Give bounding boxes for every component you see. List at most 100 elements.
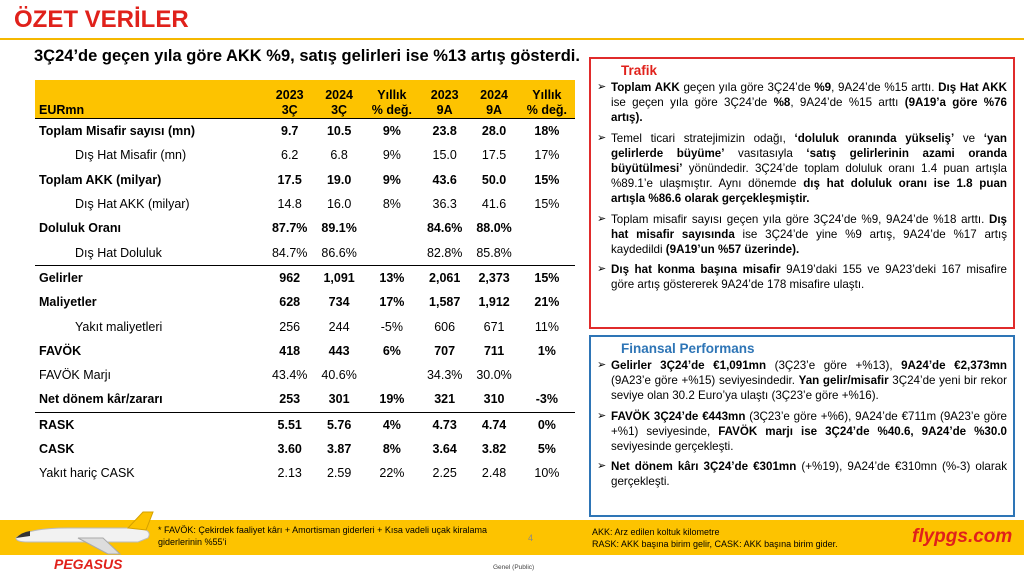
- cell: 2,061: [429, 270, 461, 285]
- cell: 11%: [534, 319, 559, 334]
- cell: 734: [328, 295, 350, 310]
- text-run: FAVÖK 3Ç24’de €443mn: [611, 409, 746, 423]
- column-header: 2023 3Ç: [265, 80, 315, 119]
- column-header: 2023 9A: [419, 80, 470, 119]
- cell: 8%: [382, 442, 401, 456]
- cell: 1%: [537, 343, 556, 358]
- cell: 443: [328, 343, 350, 358]
- header-row: EURmn 2023 3Ç 2024 3Ç Yıllık% değ. 2023 9A 2024 9…: [35, 80, 575, 119]
- column-header-line: 3Ç: [281, 103, 298, 117]
- traffic-panel: Trafik Toplam AKK geçen yıla göre 3Ç24’de…: [589, 57, 1015, 329]
- text-run: Toplam misafir sayısı geçen yıla göre 3Ç…: [611, 212, 989, 226]
- cell: 9%: [382, 124, 401, 139]
- cell: 301: [314, 387, 364, 413]
- title: ÖZET VERİLER: [14, 6, 189, 33]
- row-label: Gelirler: [39, 270, 83, 285]
- column-header-line: 2023: [275, 88, 304, 102]
- cell: 40.6%: [321, 368, 357, 383]
- text-run: Dış hat misafir sayısında: [611, 212, 1007, 241]
- text-run: (9A19’un %57 üzerinde).: [665, 243, 800, 257]
- cell: 6%: [382, 343, 401, 358]
- cell: 628: [279, 295, 301, 310]
- text-run: (3Ç23’e göre +%6), 9A24’de €711m (9A23’e…: [611, 409, 1007, 438]
- bullet: Net dönem kârı 3Ç24’de €301mn (+%19), 9A…: [595, 459, 1007, 489]
- column-header: 2024 9A: [469, 80, 519, 119]
- cell: 3.60: [277, 442, 302, 456]
- cell: 4.74: [481, 417, 507, 432]
- bullet: Toplam AKK geçen yıla göre 3Ç24’de %9, 9…: [595, 80, 1007, 126]
- text-run: ‘yan gelirlerde büyüme’: [611, 131, 1007, 160]
- cell: 310: [469, 387, 519, 413]
- row-label: Net dönem kâr/zararı: [35, 387, 265, 413]
- row-label: Yakıt maliyetleri: [75, 319, 163, 334]
- text-run: FAVÖK marjı ise 3Ç24’de %40.6, 9A24’de %…: [718, 424, 1007, 438]
- cell: 89.1%: [321, 221, 357, 236]
- cell: 43.4%: [271, 368, 308, 383]
- cell: 19.0: [326, 172, 352, 187]
- cell: 21%: [534, 295, 560, 310]
- table-row: Gelirler 962 1,091 13% 2,061 2,373 15%: [35, 265, 575, 290]
- text-run: %8: [773, 96, 791, 110]
- cell: 18%: [534, 124, 560, 139]
- finance-panel: Finansal Performans Gelirler 3Ç24’de €1,0…: [589, 335, 1015, 517]
- cell: 10.5: [326, 124, 352, 139]
- cell: 15.0: [432, 148, 457, 163]
- row-label: Dış Hat Misafir (mn): [75, 148, 187, 163]
- text-run: Dış hat konma başına misafir: [611, 263, 781, 277]
- cell: 23.8: [432, 124, 457, 139]
- cell: 10%: [534, 466, 560, 481]
- table-row: CASK 3.60 3.87 8% 3.64 3.82 5%: [35, 437, 575, 461]
- cell: 1,587: [429, 295, 461, 310]
- text-run: yönündedir. 3Ç24’de toplam doluluk oranı…: [611, 162, 1007, 191]
- column-header: Yıllık% değ.: [518, 80, 575, 119]
- abbreviations: AKK: Arz edilen koltuk kilometre RASK: A…: [592, 526, 838, 550]
- table-row: Yakıt maliyetleri 256 244 -5% 606 671 11%: [35, 314, 575, 338]
- brand: flypgs.com: [912, 526, 1013, 547]
- subtitle: 3Ç24’de geçen yıla göre AKK %9, satış ge…: [34, 47, 580, 65]
- row-label: Toplam Misafir sayısı (mn): [39, 124, 196, 139]
- text-run: (3Ç23’e göre +%13),: [766, 359, 902, 372]
- cell: 14.8: [277, 197, 302, 212]
- text-run: %9: [814, 81, 832, 94]
- text-run: Dış Hat AKK: [938, 81, 1007, 94]
- cell: 2,373: [478, 270, 510, 285]
- text-run: 9A19’daki 155 ve 9A23’deki 167 misafire …: [611, 263, 1008, 292]
- cell: 418: [279, 343, 301, 358]
- cell: -5%: [380, 319, 403, 334]
- bullet: Toplam misafir sayısı geçen yıla göre 3Ç…: [595, 212, 1007, 258]
- text-run: Gelirler 3Ç24’de €1,091mn: [611, 359, 767, 372]
- cell: 22%: [379, 466, 405, 481]
- column-header-line: Yıllık: [532, 88, 562, 102]
- text-run: (9A23’e göre +%15) seviyesindedir.: [611, 374, 799, 388]
- cell: [364, 363, 420, 387]
- cell: 82.8%: [419, 240, 470, 266]
- abbreviation: RASK: AKK başına birim gelir, CASK: AKK …: [592, 539, 838, 549]
- table-row: Toplam AKK (milyar) 17.5 19.0 9% 43.6 50.0 15%: [35, 168, 575, 192]
- column-header: Yıllık% değ.: [363, 80, 420, 119]
- text-run: geçen yıla göre 3Ç24’de: [679, 81, 815, 94]
- cell: 19%: [363, 387, 420, 413]
- cell: 17%: [534, 148, 560, 163]
- column-header-line: % değ.: [371, 103, 413, 117]
- cell: [363, 240, 420, 266]
- cell: 34.3%: [426, 368, 463, 383]
- table-row: Dış Hat AKK (milyar) 14.8 16.0 8% 36.3 41.6 15…: [35, 192, 575, 216]
- cell: 9%: [382, 148, 401, 163]
- text-run: , 9A24’de %15 arttı: [790, 96, 905, 110]
- table-row: FAVÖK 418 443 6% 707 711 1%: [35, 339, 575, 363]
- cell: 41.6: [481, 197, 507, 212]
- cell: [519, 363, 575, 387]
- cell: [519, 216, 575, 240]
- cell: 17.5: [481, 148, 507, 163]
- cell: 5.51: [277, 417, 302, 432]
- cell: [364, 216, 420, 240]
- column-header-line: % değ.: [526, 103, 568, 117]
- cell: 6.8: [330, 148, 348, 163]
- cell: 16.0: [326, 197, 352, 212]
- text-run: dış hat doluluk oranı ise 1.8 puan artış…: [611, 177, 1007, 206]
- cell: 9.7: [281, 124, 299, 139]
- panel-title: Finansal Performans: [621, 341, 755, 356]
- cell: 1,091: [323, 270, 355, 285]
- cell: 3.87: [326, 442, 352, 456]
- table-row: Dış Hat Doluluk 84.7% 86.6% 82.8% 85.8%: [35, 240, 575, 266]
